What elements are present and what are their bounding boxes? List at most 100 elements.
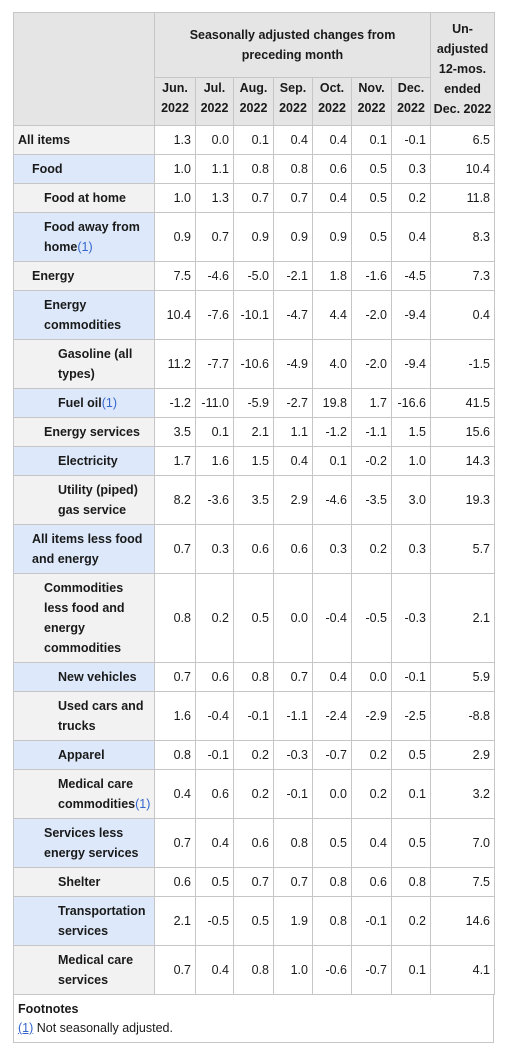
monthly-change-cell: 0.0	[312, 769, 352, 819]
unadjusted-header: Un-adjusted 12-mos. ended Dec. 2022	[430, 12, 496, 126]
unadjusted-value-cell: 5.7	[430, 524, 496, 574]
monthly-change-cell: 1.1	[273, 417, 313, 447]
monthly-change-cell: 0.1	[390, 769, 432, 819]
monthly-change-cell: 1.5	[390, 417, 432, 447]
month-header: Nov. 2022	[351, 77, 392, 126]
monthly-change-cell: -1.1	[273, 691, 313, 741]
monthly-change-cell: 2.1	[233, 417, 274, 447]
monthly-change-cell: 0.8	[390, 867, 432, 897]
month-label: Oct.	[319, 81, 345, 95]
table-row: Shelter 0.6 0.5 0.7 0.7 0.8 0.6 0.8 7.5	[13, 867, 496, 897]
year-label: 2022	[239, 101, 268, 115]
month-label: Nov.	[358, 81, 385, 95]
monthly-change-cell: 0.4	[351, 818, 392, 868]
monthly-change-cell: -4.6	[312, 475, 352, 525]
monthly-change-cell: -16.6	[390, 388, 432, 418]
row-label: Utility (piped) gas service	[58, 483, 138, 517]
footnote-marker-link[interactable]: (1)	[101, 396, 118, 410]
monthly-change-cell: 4.4	[312, 290, 352, 340]
table-row: Services less energy services 0.7 0.4 0.6 0.…	[13, 818, 496, 868]
monthly-change-cell: -0.3	[390, 573, 432, 663]
monthly-change-cell: 0.7	[273, 662, 313, 692]
row-label-cell: Medical care commodities(1)	[13, 769, 155, 819]
monthly-change-cell: 0.5	[233, 573, 274, 663]
footnote-marker-link[interactable]: (1)	[77, 240, 93, 254]
monthly-change-cell: 1.7	[351, 388, 392, 418]
row-label-cell: Utility (piped) gas service	[13, 475, 155, 525]
unadjusted-value-cell: 41.5	[430, 388, 496, 418]
monthly-change-cell: -0.1	[273, 769, 313, 819]
monthly-change-cell: 0.8	[273, 154, 313, 184]
year-label: 2022	[318, 101, 346, 115]
monthly-change-cell: 1.3	[154, 125, 196, 155]
table-row: All items 1.3 0.0 0.1 0.4 0.4 0.1 -0.1 6.5	[13, 125, 496, 155]
monthly-change-cell: 1.0	[273, 945, 313, 995]
monthly-change-cell: 0.2	[390, 183, 432, 213]
month-header: Jun. 2022	[154, 77, 196, 126]
month-label: Sep.	[279, 81, 307, 95]
monthly-change-cell: 8.2	[154, 475, 196, 525]
row-label: Food away from home	[44, 220, 140, 254]
row-label: Apparel	[58, 748, 105, 762]
monthly-change-cell: 0.1	[390, 945, 432, 995]
footnote-marker-link[interactable]: (1)	[135, 797, 151, 811]
monthly-change-cell: -0.6	[312, 945, 352, 995]
table-body: All items 1.3 0.0 0.1 0.4 0.4 0.1 -0.1 6.5 Food 1.…	[13, 125, 496, 995]
row-label: Fuel oil	[58, 396, 102, 410]
monthly-change-cell: 0.8	[233, 154, 274, 184]
monthly-change-cell: -4.7	[273, 290, 313, 340]
monthly-change-cell: 1.3	[195, 183, 234, 213]
unadjusted-value-cell: 6.5	[430, 125, 496, 155]
monthly-change-cell: 0.1	[351, 125, 392, 155]
row-label: Gasoline (all types)	[58, 347, 133, 381]
year-label: 2022	[397, 101, 425, 115]
year-label: 2022	[200, 101, 229, 115]
row-label-cell: Food at home	[13, 183, 155, 213]
unadjusted-value-cell: 15.6	[430, 417, 496, 447]
monthly-change-cell: -2.9	[351, 691, 392, 741]
monthly-change-cell: 0.4	[273, 125, 313, 155]
monthly-change-cell: 1.0	[154, 154, 196, 184]
month-label: Jun.	[162, 81, 188, 95]
monthly-change-cell: 0.5	[390, 818, 432, 868]
row-label-cell: Food	[13, 154, 155, 184]
footnote-ref-link[interactable]: (1)	[18, 1021, 34, 1035]
monthly-change-cell: 0.7	[233, 183, 274, 213]
monthly-change-cell: -5.0	[233, 261, 274, 291]
monthly-change-cell: 0.8	[154, 740, 196, 770]
monthly-change-cell: 0.6	[351, 867, 392, 897]
monthly-change-cell: -2.0	[351, 339, 392, 389]
table-row: Food at home 1.0 1.3 0.7 0.7 0.4 0.5 0.2 11.8	[13, 183, 496, 213]
monthly-change-cell: 0.5	[233, 896, 274, 946]
monthly-change-cell: -9.4	[390, 339, 432, 389]
month-header: Jul. 2022	[195, 77, 234, 126]
row-label: Used cars and trucks	[58, 699, 144, 733]
monthly-change-cell: 0.4	[195, 818, 234, 868]
monthly-change-cell: -0.1	[390, 125, 432, 155]
unadjusted-value-cell: 5.9	[430, 662, 496, 692]
table-row: Electricity 1.7 1.6 1.5 0.4 0.1 -0.2 1.0 14.3	[13, 446, 496, 476]
row-label: Food	[32, 162, 63, 176]
row-label-cell: All items less food and energy	[13, 524, 155, 574]
month-label: Aug.	[239, 81, 268, 95]
monthly-change-cell: 0.2	[390, 896, 432, 946]
table-row: Energy 7.5 -4.6 -5.0 -2.1 1.8 -1.6 -4.5 7.3	[13, 261, 496, 291]
monthly-change-cell: -0.7	[351, 945, 392, 995]
table-row: Utility (piped) gas service 8.2 -3.6 3.5 2.9…	[13, 475, 496, 525]
month-header: Aug. 2022	[233, 77, 274, 126]
monthly-change-cell: 0.7	[273, 867, 313, 897]
monthly-change-cell: 0.8	[312, 867, 352, 897]
unadjusted-value-cell: 2.1	[430, 573, 496, 663]
year-label: 2022	[357, 101, 386, 115]
monthly-change-cell: 0.4	[195, 945, 234, 995]
unadjusted-value-cell: 3.2	[430, 769, 496, 819]
monthly-change-cell: 0.9	[312, 212, 352, 262]
monthly-change-cell: -2.7	[273, 388, 313, 418]
monthly-change-cell: 0.2	[351, 769, 392, 819]
year-label: 2022	[161, 101, 189, 115]
row-label-cell: Fuel oil(1)	[13, 388, 155, 418]
row-label: Food at home	[44, 191, 126, 205]
monthly-change-cell: 0.6	[273, 524, 313, 574]
monthly-change-cell: 0.8	[233, 662, 274, 692]
row-label-cell: Electricity	[13, 446, 155, 476]
